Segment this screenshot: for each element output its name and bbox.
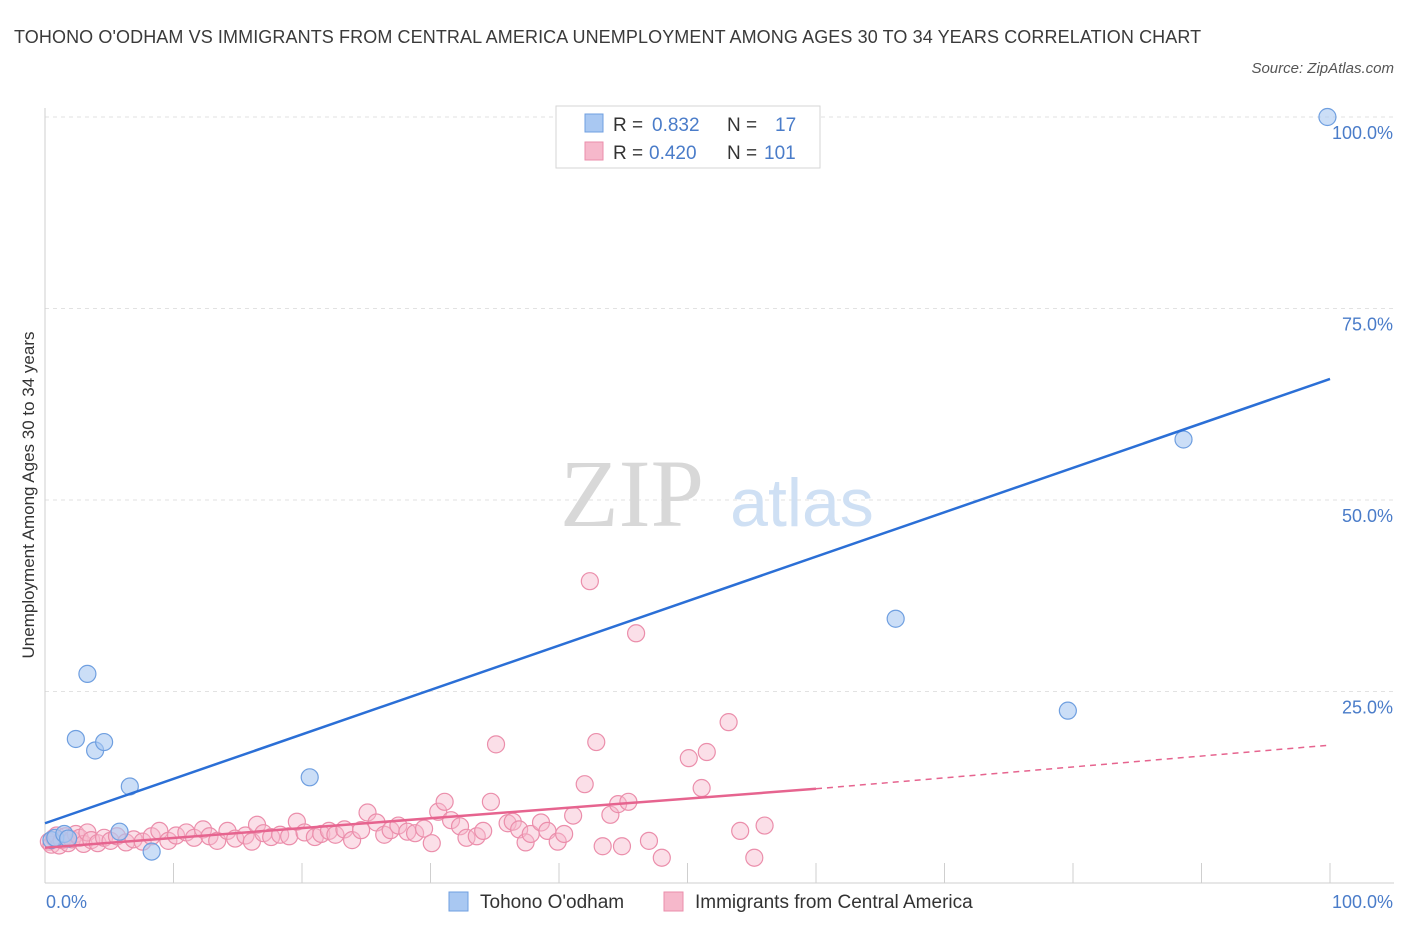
source-label: Source: ZipAtlas.com [1251, 60, 1394, 77]
legend-swatch-blue [584, 113, 604, 133]
data-point-immigrants [435, 792, 454, 811]
data-point-immigrants [692, 778, 711, 798]
data-point-tohono [142, 842, 161, 861]
legend-r-label: R = [613, 115, 643, 136]
data-point-immigrants [652, 848, 671, 867]
watermark: ZIP atlas [560, 440, 874, 547]
legend-r-label: R = [613, 143, 643, 164]
legend-r-value: 0.832 [652, 115, 700, 136]
data-point-immigrants [745, 848, 764, 867]
trend-line-immigrants [44, 787, 817, 850]
correlation-legend: R = 0.832 N = 17 R = 0.420 N = 101 [555, 105, 821, 169]
data-point-immigrants [352, 821, 371, 840]
data-point-immigrants [166, 826, 186, 845]
data-point-immigrants [587, 732, 606, 752]
data-point-tohono [78, 664, 97, 683]
data-point-immigrants [555, 824, 574, 844]
gridlines [45, 116, 1394, 692]
data-point-immigrants [697, 742, 716, 762]
data-point-immigrants [626, 624, 646, 643]
data-point-immigrants [575, 775, 594, 794]
x-tick-label: 100.0% [1332, 892, 1393, 912]
chart-title: TOHONO O'ODHAM VS IMMIGRANTS FROM CENTRA… [14, 27, 1202, 47]
y-tick-label: 100.0% [1332, 123, 1393, 143]
data-point-immigrants [486, 735, 506, 754]
data-point-immigrants [429, 802, 448, 821]
data-point-immigrants [280, 827, 299, 846]
data-point-immigrants [580, 572, 599, 591]
data-point-immigrants [193, 820, 213, 839]
legend-n-label: N = [727, 143, 757, 164]
legend-n-value: 17 [775, 115, 796, 136]
series-legend: Tohono O'odham Immigrants from Central A… [448, 891, 973, 913]
tick-labels: 100.0% 75.0% 50.0% 25.0% 0.0% 100.0% [46, 123, 1393, 912]
y-tick-label: 50.0% [1342, 506, 1393, 526]
watermark-atlas: atlas [730, 465, 874, 541]
data-point-tohono [886, 609, 905, 628]
y-tick-label: 75.0% [1342, 315, 1393, 335]
data-point-tohono [1174, 430, 1193, 449]
trend-lines [44, 377, 1331, 850]
data-point-immigrants [422, 834, 441, 853]
data-point-immigrants [414, 819, 434, 838]
legend-label-tohono: Tohono O'odham [480, 892, 624, 913]
legend-n-value: 101 [764, 143, 796, 164]
axes [44, 108, 1394, 884]
data-point-tohono [110, 822, 129, 841]
data-point-immigrants [450, 817, 470, 836]
data-point-immigrants [481, 792, 500, 811]
legend-swatch-immigrants [663, 891, 684, 912]
legend-swatch-tohono [448, 891, 469, 912]
legend-r-value: 0.420 [649, 143, 697, 164]
x-tick-label: 0.0% [46, 892, 87, 912]
data-point-tohono [1318, 107, 1337, 127]
data-point-immigrants [731, 821, 750, 841]
data-point-immigrants [375, 825, 394, 844]
data-point-immigrants [358, 803, 377, 822]
legend-swatch-pink [584, 141, 604, 161]
data-point-tohono [1058, 701, 1077, 720]
data-point-tohono [95, 732, 114, 752]
trend-line-tohono [44, 377, 1331, 825]
y-axis-label: Unemployment Among Ages 30 to 34 years [19, 332, 38, 659]
data-point-immigrants [593, 837, 612, 856]
legend-label-immigrants: Immigrants from Central America [695, 892, 973, 913]
data-point-immigrants [474, 821, 493, 841]
data-point-immigrants [612, 837, 632, 856]
data-point-immigrants [343, 831, 362, 850]
data-point-immigrants [755, 816, 774, 835]
data-point-immigrants [719, 713, 738, 732]
data-point-immigrants [639, 831, 659, 850]
trend-line-immigrants-extension [815, 744, 1331, 790]
series-tohono-points [42, 107, 1337, 861]
series-immigrants-points [39, 572, 774, 867]
data-point-immigrants [405, 824, 425, 843]
data-point-tohono [300, 768, 319, 787]
legend-n-label: N = [727, 115, 757, 136]
data-point-immigrants [564, 806, 583, 825]
data-point-immigrants [679, 749, 698, 768]
data-point-tohono [66, 729, 85, 749]
watermark-zip: ZIP [560, 440, 704, 547]
y-tick-label: 25.0% [1342, 698, 1393, 718]
